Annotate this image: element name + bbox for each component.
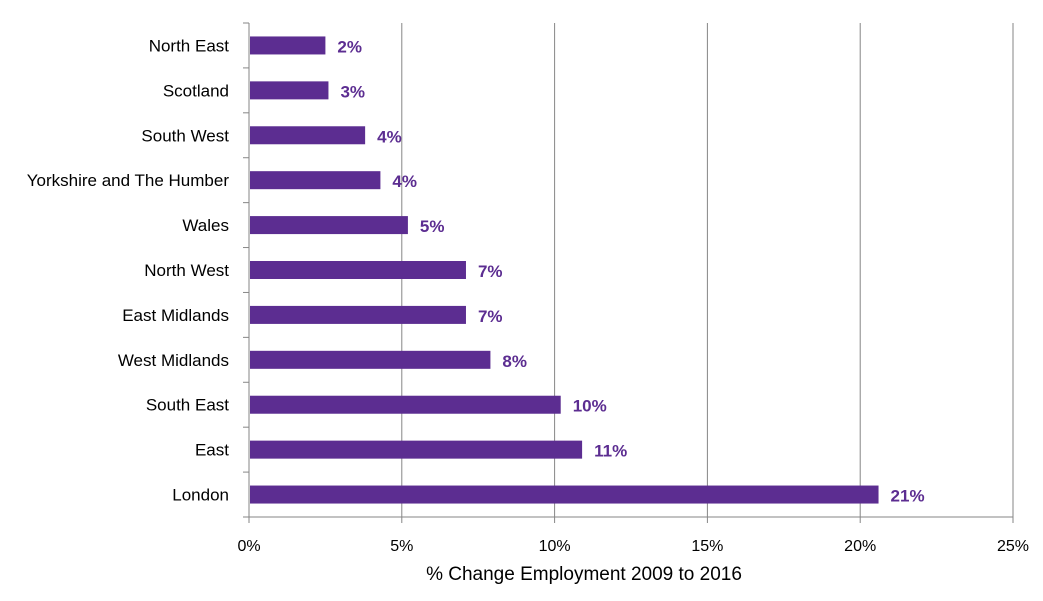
category-label: South East (146, 396, 229, 415)
bars (250, 36, 879, 504)
x-tick-labels: 0% 5% 10% 15% 20% 25% (237, 538, 1029, 555)
data-label: 11% (594, 442, 627, 461)
category-label: East Midlands (122, 306, 229, 325)
gridlines (243, 22, 1014, 523)
category-label: Wales (182, 216, 229, 235)
x-tick-label: 15% (691, 538, 723, 555)
bar (250, 350, 491, 369)
bar (250, 216, 408, 235)
x-axis-title: % Change Employment 2009 to 2016 (426, 564, 742, 585)
bar (250, 261, 466, 279)
category-label: Scotland (163, 81, 229, 100)
bar (250, 126, 366, 145)
data-label: 5% (420, 217, 445, 236)
data-label: 7% (478, 307, 503, 326)
category-label: East (195, 441, 229, 460)
bar (250, 485, 879, 504)
data-label: 4% (392, 172, 417, 191)
x-tick-label: 10% (539, 538, 571, 555)
data-label: 21% (891, 487, 925, 506)
x-tick-label: 5% (390, 538, 413, 555)
x-tick-label: 20% (844, 538, 876, 555)
data-label: 2% (337, 37, 362, 56)
bar (250, 171, 381, 190)
category-label: West Midlands (118, 351, 229, 370)
category-label: South West (141, 126, 229, 145)
bar (250, 305, 466, 324)
bar (250, 36, 326, 55)
data-label: 8% (502, 352, 527, 371)
bar (250, 81, 329, 100)
x-tick-label: 0% (237, 538, 260, 555)
category-label: Yorkshire and The Humber (27, 171, 230, 190)
category-labels: North East Scotland South West Yorkshire an… (27, 36, 230, 504)
data-label: 10% (573, 397, 607, 416)
x-tick-label: 25% (997, 538, 1029, 555)
data-label: 3% (340, 82, 365, 101)
data-label: 7% (478, 262, 503, 281)
bar (250, 440, 583, 459)
data-label: 4% (377, 127, 402, 146)
category-label: London (172, 486, 229, 505)
category-label: North West (144, 261, 229, 280)
category-label: North East (149, 36, 230, 55)
bar (250, 395, 561, 414)
data-labels: 2% 3% 4% 4% 5% 7% 7% 8% 10% 11% 21% (337, 37, 924, 505)
